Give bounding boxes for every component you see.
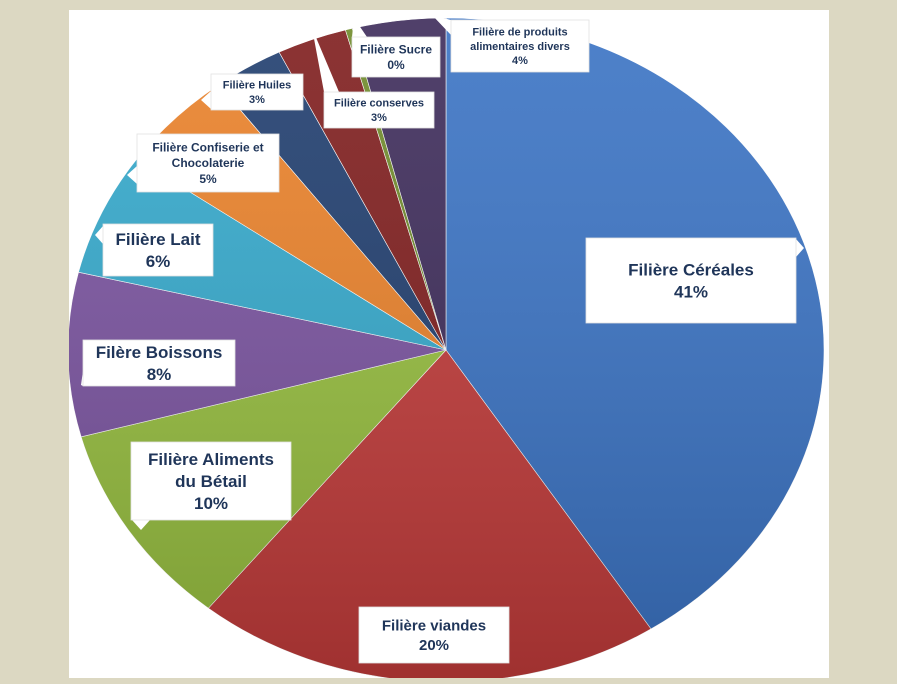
callout-tail: [432, 15, 451, 35]
slice-label-3: Filère Boissons 8%: [96, 343, 223, 384]
callout-box: [136, 133, 280, 193]
slice-label-0: Filière Céréales 41%: [628, 260, 754, 301]
callout-tail: [95, 226, 103, 244]
slice-label-5: Filière Confiserie et Chocolaterie 5%: [152, 141, 263, 186]
callout-box: [450, 19, 590, 73]
slice-callout-9: Filière de produits alimentaires divers 4%: [432, 15, 590, 73]
callout-tail: [81, 371, 83, 386]
slice-name-label: Filière Huiles: [223, 80, 291, 92]
slice-value-label: 10%: [194, 494, 228, 513]
slice-label-7: Filière conserves 3%: [334, 98, 424, 124]
slice-label-2: Filière Aliments du Bétail 10%: [148, 450, 274, 513]
slice-name-label: Filière Lait: [115, 230, 200, 249]
slice-name-label: Filère Boissons: [96, 343, 223, 362]
callout-box: [351, 36, 441, 78]
slice-value-label: 8%: [147, 365, 172, 384]
slice-name-label: Filière Céréales: [628, 260, 754, 279]
callout-box: [585, 237, 797, 324]
slice-callout-1: Filière viandes 20%: [358, 606, 510, 664]
slice-name-label: alimentaires divers: [470, 41, 570, 53]
slice-name-label: Filière Confiserie et: [152, 141, 263, 155]
callout-box: [358, 606, 510, 664]
slice-callout-8: Filière Sucre 0%: [351, 18, 441, 78]
slice-name-label: Filière conserves: [334, 98, 424, 110]
slice-callout-5: Filière Confiserie et Chocolaterie 5%: [127, 133, 280, 193]
slice-label-6: Filière Huiles 3%: [223, 80, 291, 106]
callout-box: [102, 223, 214, 277]
callout-tail: [127, 166, 137, 184]
callout-box: [130, 441, 292, 521]
slice-value-label: 20%: [419, 637, 449, 654]
callout-box: [323, 91, 435, 129]
slice-label-1: Filière viandes 20%: [382, 618, 486, 655]
callout-box: [210, 73, 304, 111]
slice-value-label: 5%: [199, 172, 217, 186]
slice-value-label: 3%: [371, 112, 387, 124]
slice-name-label: du Bétail: [175, 472, 247, 491]
callout-tail: [312, 28, 339, 92]
slice-value-label: 3%: [249, 94, 265, 106]
slice-name-label: Filière Aliments: [148, 450, 274, 469]
slice-value-label: 41%: [674, 283, 708, 302]
pie-chart: Filière Céréales 41% Filière viandes 20% Fil…: [69, 10, 829, 678]
slice-value-label: 6%: [146, 252, 171, 271]
slice-name-label: Filière viandes: [382, 618, 486, 635]
slice-callout-0: Filière Céréales 41%: [585, 237, 804, 324]
slice-label-9: Filière de produits alimentaires divers 4%: [470, 27, 570, 68]
slice-callout-6: Filière Huiles 3%: [201, 73, 304, 111]
callout-tail: [132, 520, 150, 530]
slice-name-label: Filière Sucre: [360, 42, 432, 56]
slice-label-8: Filière Sucre 0%: [360, 42, 432, 72]
slice-callout-4: Filière Lait 6%: [95, 223, 214, 277]
pie-chart-svg: Filière Céréales 41%Filière viandes 20%Fil…: [69, 15, 825, 678]
callout-tail: [796, 239, 804, 257]
slice-name-label: Filière de produits: [472, 27, 567, 39]
slice-name-label: Chocolaterie: [172, 156, 245, 170]
slice-callout-7: Filière conserves 3%: [312, 28, 435, 129]
slice-label-4: Filière Lait 6%: [115, 230, 200, 271]
callout-tail: [201, 91, 211, 109]
slice-callout-2: Filière Aliments du Bétail 10%: [130, 441, 292, 530]
slice-value-label: 4%: [512, 55, 528, 67]
callout-tail: [352, 18, 367, 37]
callout-box: [82, 339, 236, 387]
slice-callout-3: Filère Boissons 8%: [81, 339, 236, 387]
slice-value-label: 0%: [387, 58, 405, 72]
